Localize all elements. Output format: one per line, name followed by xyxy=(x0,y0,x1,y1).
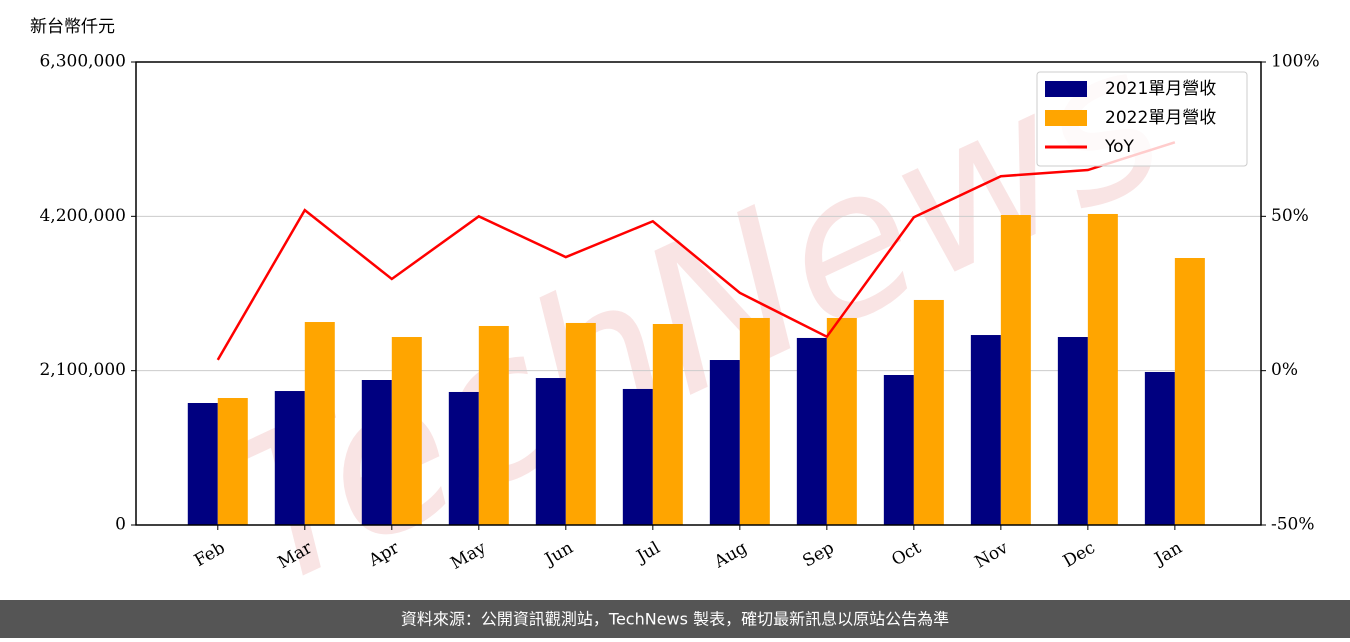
plot-frame xyxy=(135,61,1262,526)
bar xyxy=(913,299,944,525)
footer: 資料來源：公開資訊觀測站，TechNews 製表，確切最新訊息以原站公告為準 xyxy=(401,610,949,629)
bar xyxy=(883,375,914,525)
bar xyxy=(187,403,218,525)
x-tick-label: Jun xyxy=(540,538,577,571)
bar xyxy=(796,337,827,525)
x-tick-label: Feb xyxy=(191,538,229,571)
bar xyxy=(970,335,1001,525)
y-tick-label: 2,100,000 xyxy=(39,360,126,380)
legend-label: YoY xyxy=(1104,137,1135,157)
y2-tick-label: 100% xyxy=(1271,52,1320,72)
y-tick-label: 4,200,000 xyxy=(39,206,126,226)
footer-bar xyxy=(0,600,1350,638)
x-tick-label: Aug xyxy=(710,538,751,573)
x-tick-label: Jul xyxy=(632,538,664,568)
bar xyxy=(739,317,770,525)
legend-label: 2021單月營收 xyxy=(1105,79,1216,99)
bar xyxy=(391,337,422,525)
bar xyxy=(217,398,248,525)
x-tick-label: Oct xyxy=(888,538,924,571)
legend-swatch xyxy=(1045,81,1087,97)
y-axis-label: 新台幣仟元 xyxy=(30,17,115,37)
bar xyxy=(535,378,566,525)
bar xyxy=(274,391,305,525)
bar xyxy=(652,323,683,525)
x-tick-label: Nov xyxy=(972,538,1012,573)
legend-swatch xyxy=(1045,110,1087,126)
yoy-line xyxy=(216,141,1176,361)
bar xyxy=(1000,215,1031,525)
bar xyxy=(565,322,596,525)
y-tick-label: 6,300,000 xyxy=(39,52,126,72)
bar xyxy=(304,322,335,525)
bar xyxy=(826,317,857,525)
bar xyxy=(448,391,479,525)
bar xyxy=(1057,337,1088,525)
y2-tick-label: 0% xyxy=(1271,360,1298,380)
x-tick-label: Sep xyxy=(799,538,837,572)
legend-box xyxy=(1036,71,1248,167)
x-tick-label: Dec xyxy=(1060,538,1099,572)
bar xyxy=(622,388,653,525)
y2-tick-label: -50% xyxy=(1271,515,1315,535)
bar xyxy=(1174,258,1205,525)
bar xyxy=(478,325,509,525)
y-tick-label: 0 xyxy=(115,515,126,535)
bar xyxy=(361,380,392,525)
bar xyxy=(1087,213,1118,526)
bar xyxy=(1144,371,1175,525)
x-tick-label: Jan xyxy=(1150,538,1186,570)
legend-label: 2022單月營收 xyxy=(1105,108,1216,128)
y2-tick-label: 50% xyxy=(1271,206,1309,226)
bar xyxy=(709,360,740,525)
